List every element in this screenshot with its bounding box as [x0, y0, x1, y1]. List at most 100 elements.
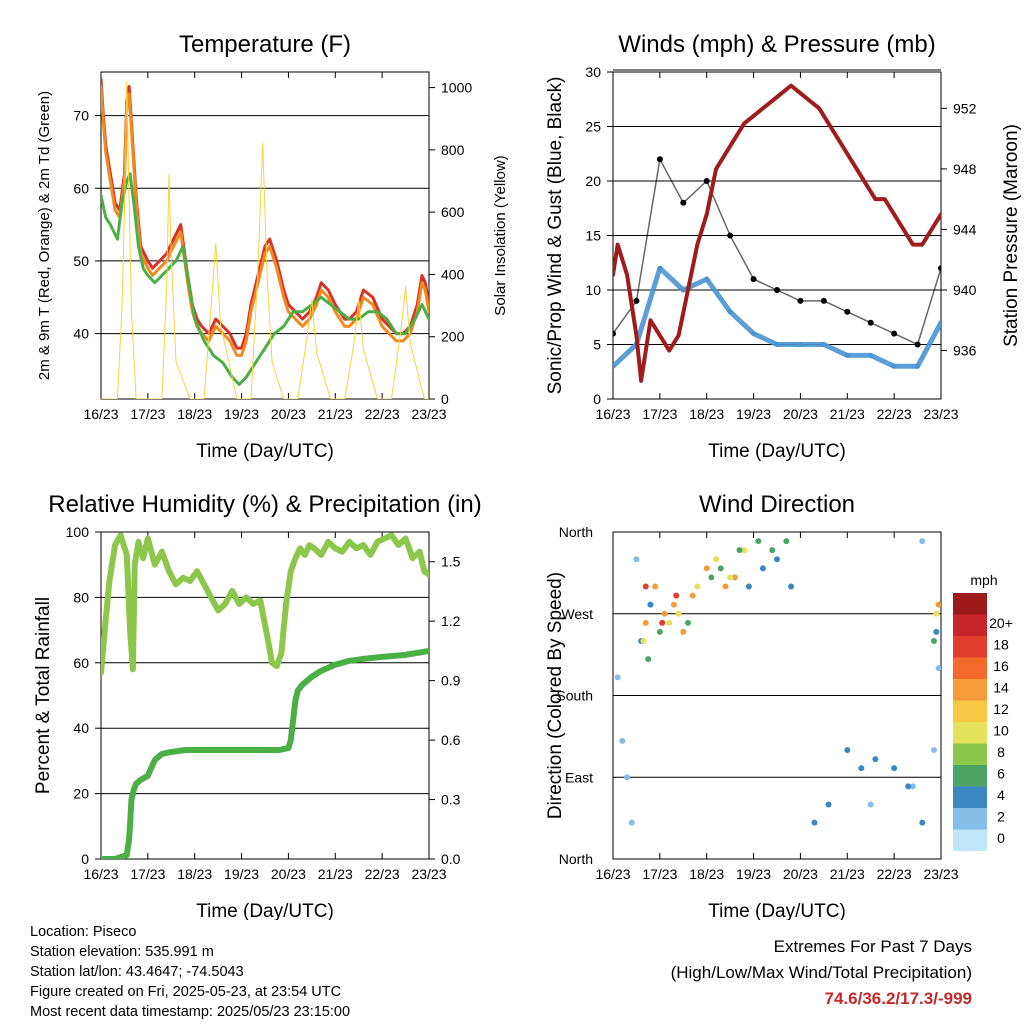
x-tick-label-3-2: 18/23: [689, 866, 724, 882]
legend-swatch-1: [953, 614, 987, 636]
y-tick-label-3-3: West: [561, 606, 593, 622]
wind-direction-point-4-5: [736, 547, 743, 554]
wind-direction-point-2-8: [731, 574, 738, 581]
y-tick-label-3-1: East: [565, 769, 593, 785]
wind-direction-point-0-8: [930, 747, 937, 753]
x-tick-label-2-6: 22/23: [365, 866, 400, 882]
legend-swatch-7: [953, 743, 987, 765]
series-line-2-0: [101, 532, 429, 676]
series-line-0-2: [101, 172, 429, 386]
x-tick-label-0-6: 22/23: [365, 406, 400, 422]
wind-direction-point-5-1: [659, 619, 666, 626]
x-tick-label-1-4: 20/23: [783, 406, 818, 422]
x-tick-label-2-5: 21/23: [318, 866, 353, 882]
x-tick-label-0-4: 20/23: [271, 406, 306, 422]
wind-direction-point-2-4: [680, 628, 687, 635]
legend-label-1: 18: [993, 636, 1009, 652]
wind-direction-point-0-1: [619, 737, 626, 744]
x-tick-label-2-7: 23/23: [411, 866, 446, 882]
y2-tick-label-1-3: 948: [953, 161, 977, 177]
wind-direction-point-3-3: [694, 583, 701, 590]
y-tick-label-3-0: North: [559, 851, 593, 867]
wind-series-0: [613, 158, 941, 346]
y2-tick-label-1-4: 952: [953, 100, 977, 116]
y2-tick-label-0-0: 0: [441, 391, 449, 407]
y2-axis-label-1: Station Pressure (Maroon): [1001, 124, 1022, 347]
y-axis-label-0: 2m & 9m T (Red, Orange) & 2m Td (Green): [36, 91, 53, 380]
wind-direction-point-0-5: [867, 801, 874, 808]
latlon-text: Station lat/lon: 43.4647; -74.5043: [30, 964, 244, 980]
wind-direction-point-5-2: [673, 592, 680, 599]
wind-direction-point-4-6: [755, 538, 762, 545]
y2-tick-label-1-0: 936: [953, 343, 977, 359]
wind-direction-point-1-8: [844, 747, 851, 753]
series-line-2-1: [101, 647, 429, 859]
extremes-box: Extremes For Past 7 Days (High/Low/Max W…: [671, 934, 972, 1012]
legend-label-5: 10: [993, 722, 1009, 738]
y-tick-label-2-1: 20: [73, 786, 89, 802]
x-tick-label-3-7: 23/23: [923, 866, 958, 882]
legend-label-6: 8: [997, 744, 1005, 760]
wind-direction-point-2-0: [642, 619, 649, 626]
legend-swatch-2: [953, 636, 987, 658]
y-tick-label-1-6: 30: [585, 64, 601, 80]
x-tick-label-1-6: 22/23: [877, 406, 912, 422]
y-tick-label-0-2: 60: [73, 180, 89, 196]
series-group-2: [101, 532, 429, 859]
wind-direction-point-1-3: [759, 565, 766, 572]
wind-direction-point-0-6: [909, 783, 916, 790]
wind-direction-point-2-6: [703, 565, 710, 572]
wind-direction-point-4-1: [656, 628, 663, 635]
legend-swatch-10: [953, 808, 987, 830]
extremes-values: 74.6/36.2/17.3/-999: [824, 989, 972, 1008]
wind-direction-point-1-7: [825, 801, 832, 808]
wind-direction-point-3-4: [713, 556, 720, 563]
extremes-title: Extremes For Past 7 Days: [773, 937, 972, 956]
y2-tick-label-1-1: 940: [953, 282, 977, 298]
y-tick-label-2-2: 40: [73, 720, 89, 736]
y-tick-label-1-2: 10: [585, 282, 601, 298]
wind-direction-point-1-5: [788, 583, 795, 590]
extremes-subtitle: (High/Low/Max Wind/Total Precipitation): [670, 963, 972, 982]
wind-direction-point-1-12: [905, 783, 912, 790]
wind-direction-point-3-1: [666, 619, 673, 626]
wind-direction-point-4-4: [717, 565, 724, 572]
y-tick-label-2-4: 80: [73, 589, 89, 605]
x-tick-label-2-4: 20/23: [271, 866, 306, 882]
figure: Temperature (F) Time (Day/UTC) 2m & 9m T (…: [33, 31, 1022, 920]
wind-direction-point-2-5: [689, 592, 696, 599]
x-tick-label-3-6: 22/23: [877, 866, 912, 882]
x-tick-label-0-7: 23/23: [411, 406, 446, 422]
x-axis-label-0: Time (Day/UTC): [196, 441, 334, 462]
legend-label-10: 0: [997, 830, 1005, 846]
wind-direction-point-1-2: [745, 583, 752, 590]
legend-swatch-9: [953, 786, 987, 808]
y2-axis-label-0: Solar Insolation (Yellow): [492, 155, 509, 315]
y2-tick-label-2-3: 0.9: [441, 673, 461, 689]
x-tick-label-0-5: 21/23: [318, 406, 353, 422]
y-tick-label-3-4: North: [559, 524, 593, 540]
legend-label-4: 12: [993, 701, 1009, 717]
wind-direction-point-3-7: [933, 610, 940, 617]
x-tick-label-0-1: 17/23: [130, 406, 165, 422]
y-tick-label-2-3: 60: [73, 655, 89, 671]
legend-swatch-0: [953, 593, 987, 615]
y2-tick-label-0-4: 800: [441, 142, 465, 158]
wind-direction-point-1-6: [811, 819, 818, 826]
plot-frame-0: [100, 71, 430, 400]
x-tick-label-1-3: 19/23: [736, 406, 771, 422]
x-tick-label-0-0: 16/23: [83, 406, 118, 422]
y2-tick-label-2-5: 1.5: [441, 554, 461, 570]
y2-tick-label-2-4: 1.2: [441, 613, 461, 629]
wind-direction-point-0-7: [919, 538, 926, 545]
x-tick-label-3-1: 17/23: [642, 866, 677, 882]
legend-label-8: 4: [997, 787, 1005, 803]
legend-swatch-8: [953, 765, 987, 787]
wind-direction-point-3-6: [741, 547, 748, 554]
wind-direction-point-2-3: [670, 601, 677, 608]
legend-label-7: 6: [997, 765, 1005, 781]
x-tick-label-0-2: 18/23: [177, 406, 212, 422]
chart-title-3: Wind Direction: [699, 491, 855, 518]
x-axis-label-3: Time (Day/UTC): [708, 901, 846, 920]
wind-direction-point-4-9: [930, 638, 937, 644]
